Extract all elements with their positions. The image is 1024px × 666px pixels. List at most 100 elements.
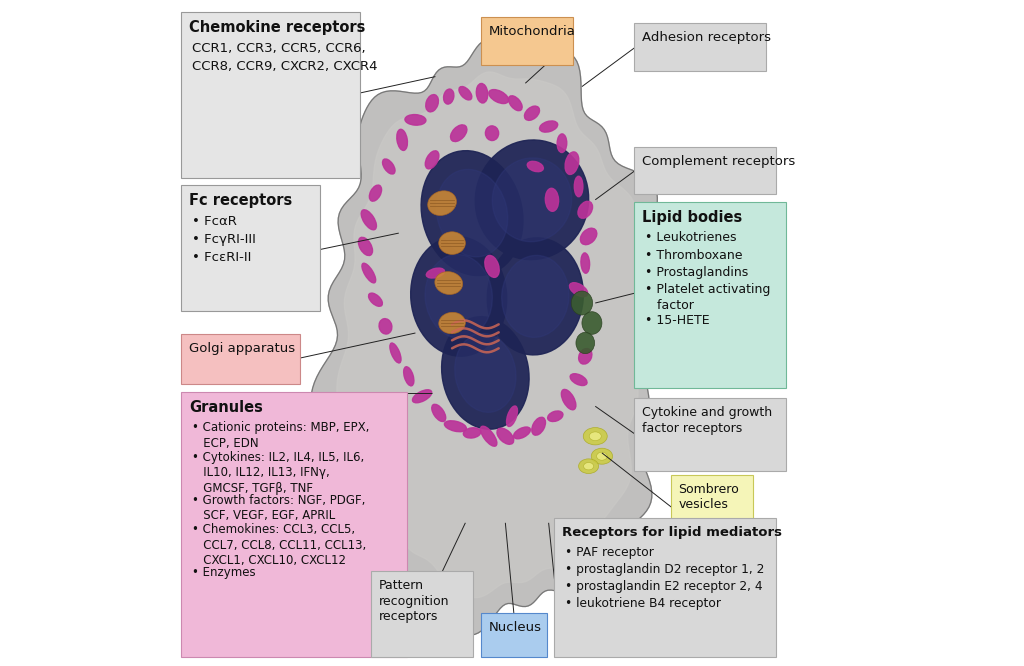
Text: Golgi apparatus: Golgi apparatus <box>189 342 295 355</box>
Ellipse shape <box>403 367 414 386</box>
Ellipse shape <box>358 237 373 256</box>
Ellipse shape <box>383 159 395 174</box>
Text: Nucleus: Nucleus <box>488 621 542 635</box>
Ellipse shape <box>581 253 590 273</box>
Ellipse shape <box>426 268 444 278</box>
Ellipse shape <box>540 121 558 132</box>
Text: • leukotriene B4 receptor: • leukotriene B4 receptor <box>564 597 721 610</box>
Ellipse shape <box>444 421 466 432</box>
Ellipse shape <box>582 312 602 334</box>
Text: • PAF receptor: • PAF receptor <box>564 546 653 559</box>
Ellipse shape <box>361 263 376 283</box>
Ellipse shape <box>443 89 454 104</box>
Ellipse shape <box>575 332 595 354</box>
Ellipse shape <box>591 448 612 464</box>
Ellipse shape <box>413 390 432 403</box>
Ellipse shape <box>436 169 508 257</box>
Ellipse shape <box>432 404 445 422</box>
Text: CCR8, CCR9, CXCR2, CXCR4: CCR8, CCR9, CXCR2, CXCR4 <box>191 60 377 73</box>
Ellipse shape <box>571 291 593 315</box>
Ellipse shape <box>561 390 575 410</box>
Ellipse shape <box>493 158 571 242</box>
FancyBboxPatch shape <box>480 613 547 657</box>
Ellipse shape <box>497 428 514 444</box>
Text: Receptors for lipid mediators: Receptors for lipid mediators <box>562 526 782 539</box>
Text: Adhesion receptors: Adhesion receptors <box>642 31 771 45</box>
Text: • Thromboxane: • Thromboxane <box>644 248 742 262</box>
Ellipse shape <box>404 115 426 125</box>
Ellipse shape <box>361 210 377 230</box>
Ellipse shape <box>581 228 597 244</box>
Ellipse shape <box>584 428 607 445</box>
Ellipse shape <box>578 201 593 218</box>
Text: Cytokine and growth
factor receptors: Cytokine and growth factor receptors <box>642 406 772 435</box>
Text: Complement receptors: Complement receptors <box>642 155 795 168</box>
Text: • Leukotrienes: • Leukotrienes <box>644 231 736 244</box>
Text: • FcγRI-III: • FcγRI-III <box>191 233 256 246</box>
FancyBboxPatch shape <box>181 392 407 657</box>
Ellipse shape <box>426 95 438 112</box>
Text: Mitochondria: Mitochondria <box>488 25 575 38</box>
Ellipse shape <box>502 255 569 338</box>
FancyBboxPatch shape <box>634 147 776 194</box>
FancyBboxPatch shape <box>554 518 776 657</box>
Ellipse shape <box>546 188 559 211</box>
Ellipse shape <box>421 151 523 276</box>
Ellipse shape <box>425 254 493 338</box>
Ellipse shape <box>507 406 517 426</box>
Ellipse shape <box>589 432 601 441</box>
Text: • Cytokines: IL2, IL4, IL5, IL6,
   IL10, IL12, IL13, IFNγ,
   GMCSF, TGFβ, TNF: • Cytokines: IL2, IL4, IL5, IL6, IL10, I… <box>191 451 364 495</box>
Ellipse shape <box>485 126 499 141</box>
Ellipse shape <box>390 343 401 363</box>
Ellipse shape <box>425 151 439 169</box>
Ellipse shape <box>527 161 544 172</box>
Ellipse shape <box>548 411 563 422</box>
Ellipse shape <box>579 348 592 364</box>
Ellipse shape <box>451 125 467 142</box>
FancyBboxPatch shape <box>181 185 321 311</box>
Text: Fc receptors: Fc receptors <box>189 193 292 208</box>
Text: Granules: Granules <box>189 400 263 415</box>
FancyBboxPatch shape <box>634 23 766 71</box>
Ellipse shape <box>396 129 408 151</box>
Ellipse shape <box>463 428 480 438</box>
Ellipse shape <box>509 96 522 111</box>
Ellipse shape <box>459 87 472 100</box>
Ellipse shape <box>557 134 566 153</box>
Text: • FcεRI-II: • FcεRI-II <box>191 251 251 264</box>
FancyBboxPatch shape <box>181 334 300 384</box>
Ellipse shape <box>480 426 497 446</box>
Text: Lipid bodies: Lipid bodies <box>642 210 742 225</box>
FancyBboxPatch shape <box>371 571 473 657</box>
Ellipse shape <box>379 318 392 334</box>
Text: • Prostaglandins: • Prostaglandins <box>644 266 748 279</box>
Ellipse shape <box>488 90 509 103</box>
Ellipse shape <box>441 317 529 429</box>
Polygon shape <box>337 72 656 597</box>
Ellipse shape <box>524 106 540 121</box>
Ellipse shape <box>565 152 579 174</box>
Ellipse shape <box>476 83 487 103</box>
Ellipse shape <box>570 374 587 386</box>
Ellipse shape <box>484 255 500 278</box>
Ellipse shape <box>487 238 584 355</box>
Text: • Chemokines: CCL3, CCL5,
   CCL7, CCL8, CCL11, CCL13,
   CXCL1, CXCL10, CXCL12: • Chemokines: CCL3, CCL5, CCL7, CCL8, CC… <box>191 523 366 567</box>
Ellipse shape <box>579 459 599 474</box>
Text: • FcαR: • FcαR <box>191 214 237 228</box>
Text: • Cationic proteins: MBP, EPX,
   ECP, EDN: • Cationic proteins: MBP, EPX, ECP, EDN <box>191 421 369 450</box>
Text: • prostaglandin D2 receptor 1, 2: • prostaglandin D2 receptor 1, 2 <box>564 563 764 576</box>
Ellipse shape <box>369 293 382 306</box>
Ellipse shape <box>370 185 382 201</box>
Text: CCR1, CCR3, CCR5, CCR6,: CCR1, CCR3, CCR5, CCR6, <box>191 41 366 55</box>
Text: Pattern
recognition
receptors: Pattern recognition receptors <box>379 579 450 623</box>
FancyBboxPatch shape <box>671 475 753 541</box>
Text: • 15-HETE: • 15-HETE <box>644 314 710 328</box>
Ellipse shape <box>475 140 589 260</box>
Ellipse shape <box>597 452 607 460</box>
FancyBboxPatch shape <box>480 17 573 65</box>
Ellipse shape <box>411 236 507 356</box>
Ellipse shape <box>438 312 465 334</box>
Ellipse shape <box>574 176 583 196</box>
FancyBboxPatch shape <box>634 202 786 388</box>
Text: Sombrero
vesicles: Sombrero vesicles <box>679 483 739 511</box>
